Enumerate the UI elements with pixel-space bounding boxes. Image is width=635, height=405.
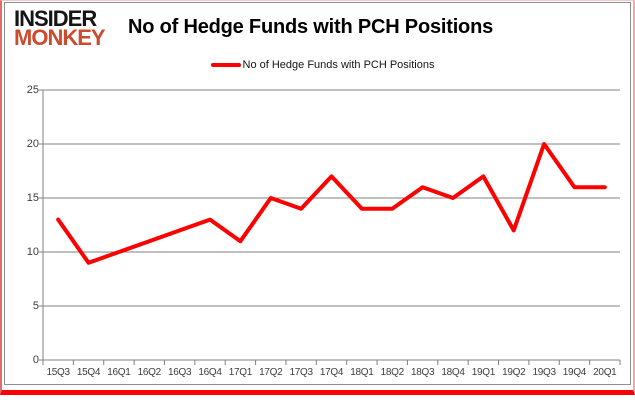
x-tick-label: 17Q1	[228, 367, 253, 378]
x-tick-label: 17Q4	[319, 367, 344, 378]
x-tick-label: 18Q1	[350, 367, 374, 378]
logo-line-monkey: MONKEY	[14, 24, 106, 51]
line-chart	[39, 89, 621, 365]
x-tick-label: 16Q2	[137, 367, 162, 378]
x-tick-label: 19Q3	[532, 367, 556, 378]
chart-image: INSIDER MONKEY No of Hedge Funds with PC…	[4, 2, 631, 385]
y-tick-label: 25	[26, 84, 39, 96]
x-tick-label: 20Q1	[593, 367, 617, 378]
x-tick-label: 16Q3	[168, 367, 192, 378]
x-tick-label: 15Q4	[76, 367, 101, 378]
y-tick-label: 5	[32, 300, 39, 312]
x-tick-label: 15Q3	[46, 367, 71, 378]
y-tick-label: 10	[26, 246, 39, 258]
logo-line-insider: INSIDER	[14, 5, 97, 32]
legend-line-swatch	[210, 63, 241, 67]
x-tick-label: 16Q4	[198, 367, 222, 378]
x-tick-label: 19Q4	[562, 367, 587, 378]
x-tick-label: 17Q2	[259, 367, 283, 378]
series-line	[56, 142, 607, 265]
x-tick-label: 17Q3	[289, 367, 313, 378]
y-tick-label: 0	[32, 354, 39, 366]
x-tick-label: 19Q2	[502, 367, 526, 378]
y-tick-label: 20	[26, 138, 39, 150]
x-tick-label: 16Q1	[107, 367, 131, 378]
chart-title: No of Hedge Funds with PCH Positions	[128, 16, 494, 38]
y-tick-label: 15	[26, 192, 39, 204]
legend: No of Hedge Funds with PCH Positions	[5, 59, 635, 71]
red-frame: INSIDER MONKEY No of Hedge Funds with PC…	[0, 0, 635, 395]
x-tick-label: 19Q1	[471, 367, 496, 378]
legend-label: No of Hedge Funds with PCH Positions	[242, 59, 435, 71]
x-tick-label: 18Q4	[441, 367, 465, 378]
x-tick-label: 18Q2	[380, 367, 405, 378]
x-tick-label: 18Q3	[410, 367, 435, 378]
insider-monkey-logo: INSIDER MONKEY	[14, 5, 106, 51]
